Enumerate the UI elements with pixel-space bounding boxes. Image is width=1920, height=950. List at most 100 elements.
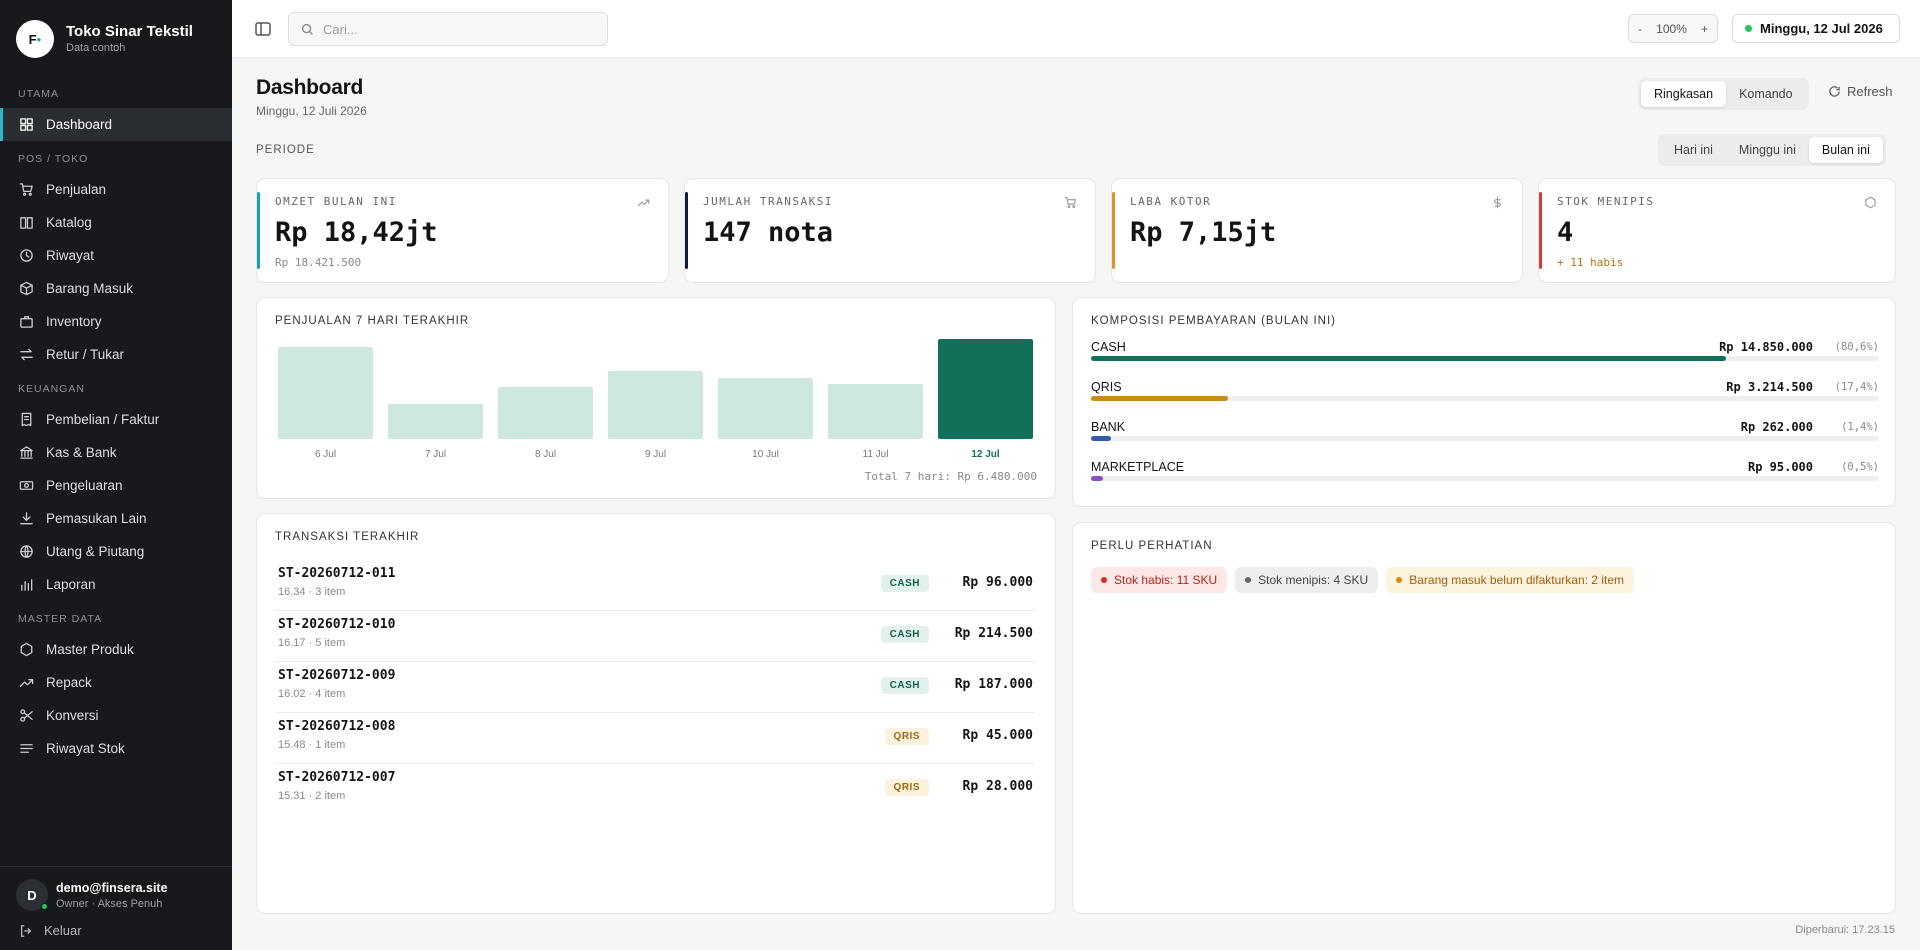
user-role: Owner · Akses Penuh bbox=[56, 898, 163, 910]
table-row[interactable]: ST-20260712-010 16.17 · 5 item CASH Rp 214.… bbox=[275, 611, 1035, 662]
transaction-meta: 16.17 · 5 item bbox=[278, 637, 346, 649]
zoom-control: - 100% + bbox=[1628, 14, 1718, 43]
nav-section-pos-toko: POS / TOKO bbox=[18, 153, 89, 165]
table-row[interactable]: ST-20260712-011 16.34 · 3 item CASH Rp 96.0… bbox=[275, 560, 1035, 611]
cart-icon bbox=[19, 183, 33, 196]
sidebar-item-label: Pengeluaran bbox=[46, 478, 123, 493]
payment-list: CASH Rp 14.850.000 (80,6%) QRIS Rp 3.214.500… bbox=[1091, 340, 1879, 500]
sidebar-item-retur-tukar[interactable]: Retur / Tukar bbox=[0, 338, 232, 371]
search-icon bbox=[301, 23, 313, 35]
sidebar-item-kas-bank[interactable]: Kas & Bank bbox=[0, 436, 232, 469]
sidebar-item-konversi[interactable]: Konversi bbox=[0, 699, 232, 732]
payment-bar-fill bbox=[1091, 356, 1727, 361]
tab-ringkasan[interactable]: Ringkasan bbox=[1641, 81, 1727, 107]
sidebar-item-laporan[interactable]: Laporan bbox=[0, 568, 232, 601]
sales-bar-7-jul[interactable] bbox=[388, 404, 483, 439]
refresh-button[interactable]: Refresh bbox=[1828, 84, 1893, 99]
kpi-label: OMZET BULAN INI bbox=[275, 195, 397, 208]
transaction-meta: 15.31 · 2 item bbox=[278, 790, 346, 802]
zoom-out-button[interactable]: - bbox=[1638, 21, 1642, 36]
periode-selector: Hari ini Minggu ini Bulan ini bbox=[1658, 134, 1886, 166]
periode-bulan-ini[interactable]: Bulan ini bbox=[1808, 137, 1883, 163]
alert-dot-icon bbox=[1396, 577, 1403, 583]
trend-icon bbox=[19, 679, 34, 687]
transaction-amount: Rp 187.000 bbox=[954, 677, 1033, 692]
sales-chart-card: PENJUALAN 7 HARI TERAKHIR 6 Jul 7 Jul 8 Ju… bbox=[256, 297, 1056, 499]
sidebar-item-pembelian-faktur[interactable]: Pembelian / Faktur bbox=[0, 403, 232, 436]
sidebar-item-katalog[interactable]: Katalog bbox=[0, 206, 232, 239]
periode-label: PERIODE bbox=[256, 144, 315, 156]
sales-bar-10-jul[interactable] bbox=[718, 378, 813, 439]
coins-icon bbox=[20, 545, 33, 558]
sidebar-item-inventory[interactable]: Inventory bbox=[0, 305, 232, 338]
sidebar-item-barang-masuk[interactable]: Barang Masuk bbox=[0, 272, 232, 305]
sidebar-item-dashboard[interactable]: Dashboard bbox=[0, 108, 232, 141]
periode-minggu-ini[interactable]: Minggu ini bbox=[1738, 143, 1796, 157]
alert-text: Barang masuk belum difakturkan: 2 item bbox=[1409, 573, 1624, 587]
payment-bar-track bbox=[1091, 476, 1879, 481]
sidebar-item-pengeluaran[interactable]: Pengeluaran bbox=[0, 469, 232, 502]
sidebar-toggle-icon[interactable] bbox=[254, 20, 272, 38]
sales-tick-label: 12 Jul bbox=[971, 449, 1000, 460]
sidebar-item-master-produk[interactable]: Master Produk bbox=[0, 633, 232, 666]
table-row[interactable]: ST-20260712-007 15.31 · 2 item QRIS Rp 28.0… bbox=[275, 764, 1035, 815]
payment-row-qris: QRIS Rp 3.214.500 (17,4%) bbox=[1091, 380, 1879, 420]
sidebar-item-label: Riwayat Stok bbox=[46, 741, 125, 756]
current-date-badge: Minggu, 12 Jul 2026 bbox=[1732, 14, 1900, 43]
alert-pill-3[interactable]: Barang masuk belum difakturkan: 2 item bbox=[1386, 567, 1634, 593]
attention-title: PERLU PERHATIAN bbox=[1091, 540, 1213, 552]
transaction-id: ST-20260712-008 bbox=[278, 719, 396, 734]
search-input[interactable] bbox=[323, 21, 603, 37]
table-row[interactable]: ST-20260712-008 15.48 · 1 item QRIS Rp 45.0… bbox=[275, 713, 1035, 764]
sidebar-item-riwayat-stok[interactable]: Riwayat Stok bbox=[0, 732, 232, 765]
kpi-label: STOK MENIPIS bbox=[1557, 195, 1655, 208]
brand[interactable]: F ● Toko Sinar Tekstil Data contoh bbox=[16, 20, 193, 58]
sidebar-item-repack[interactable]: Repack bbox=[0, 666, 232, 699]
sales-bar-12-jul[interactable] bbox=[938, 339, 1033, 439]
sidebar-item-label: Pembelian / Faktur bbox=[46, 412, 160, 427]
payment-method-badge: CASH bbox=[880, 626, 929, 643]
user-email: demo@finsera.site bbox=[56, 881, 168, 895]
sidebar-item-label: Konversi bbox=[46, 708, 99, 723]
kpi-accent-bar bbox=[257, 192, 260, 269]
nav-section-utama: UTAMA bbox=[18, 88, 59, 100]
kpi-label: LABA KOTOR bbox=[1130, 195, 1212, 208]
sales-bar-9-jul[interactable] bbox=[608, 371, 703, 439]
sales-bar-6-jul[interactable] bbox=[278, 347, 373, 439]
alert-pill-1[interactable]: Stok habis: 11 SKU bbox=[1091, 567, 1228, 593]
alert-list: Stok habis: 11 SKU Stok menipis: 4 SKU Bar… bbox=[1091, 567, 1642, 593]
page-date: Minggu, 12 Juli 2026 bbox=[256, 104, 367, 118]
payment-method-name: BANK bbox=[1091, 420, 1126, 434]
table-row[interactable]: ST-20260712-009 16.02 · 4 item CASH Rp 187.… bbox=[275, 662, 1035, 713]
kpi-value: 147 nota bbox=[703, 217, 834, 248]
package-icon bbox=[20, 281, 33, 296]
transaction-amount: Rp 28.000 bbox=[962, 779, 1033, 794]
zoom-in-button[interactable]: + bbox=[1700, 21, 1708, 36]
sidebar-item-utang-piutang[interactable]: Utang & Piutang bbox=[0, 535, 232, 568]
briefcase-icon bbox=[20, 316, 33, 328]
sidebar-item-label: Retur / Tukar bbox=[46, 347, 125, 362]
alert-pill-2[interactable]: Stok menipis: 4 SKU bbox=[1235, 567, 1379, 593]
sidebar-item-pemasukan-lain[interactable]: Pemasukan Lain bbox=[0, 502, 232, 535]
sales-bar-11-jul[interactable] bbox=[828, 384, 923, 439]
kpi-card-omzet-bulan-ini: OMZET BULAN INI Rp 18,42jt Rp 18.421.500 bbox=[256, 178, 669, 283]
trend-up-icon bbox=[637, 199, 650, 207]
user-panel: D demo@finsera.site Owner · Akses Penuh … bbox=[0, 866, 232, 950]
kpi-value: 4 bbox=[1557, 217, 1574, 248]
sidebar-item-penjualan[interactable]: Penjualan bbox=[0, 173, 232, 206]
sidebar-item-riwayat[interactable]: Riwayat bbox=[0, 239, 232, 272]
sales-tick-label: 6 Jul bbox=[315, 449, 336, 460]
logout-button[interactable]: Keluar bbox=[19, 923, 82, 938]
payment-amount: Rp 14.850.000 bbox=[1719, 340, 1813, 354]
transaction-id: ST-20260712-009 bbox=[278, 668, 396, 683]
periode-hari-ini[interactable]: Hari ini bbox=[1674, 143, 1713, 157]
avatar[interactable]: D bbox=[16, 879, 48, 911]
search-box[interactable] bbox=[288, 12, 608, 46]
sales-bar-8-jul[interactable] bbox=[498, 387, 593, 439]
sidebar-item-label: Dashboard bbox=[46, 117, 113, 132]
tab-komando[interactable]: Komando bbox=[1739, 87, 1793, 101]
attention-card: PERLU PERHATIAN Stok habis: 11 SKU Stok m… bbox=[1072, 522, 1896, 914]
bar-chart-icon bbox=[21, 579, 33, 591]
transaction-meta: 16.34 · 3 item bbox=[278, 586, 346, 598]
payment-percent: (1,4%) bbox=[1841, 421, 1879, 433]
